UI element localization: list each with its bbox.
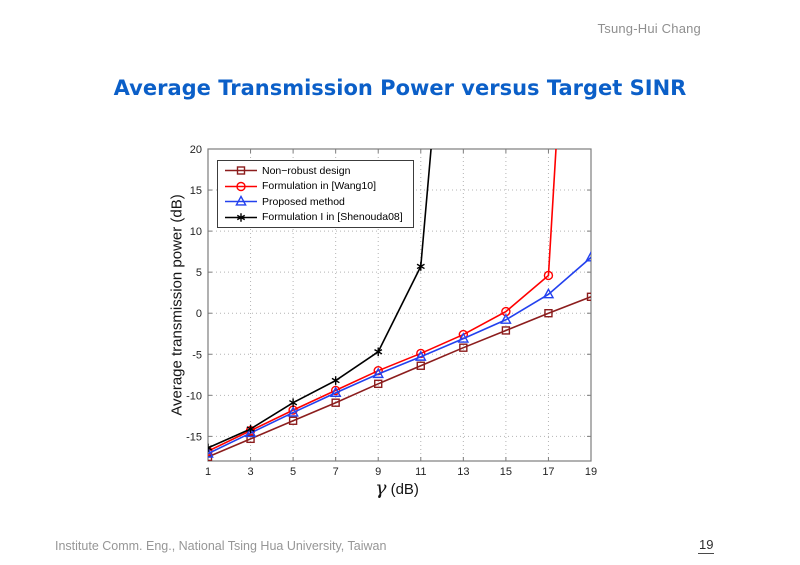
- svg-text:1: 1: [205, 466, 211, 478]
- x-axis-unit: (dB): [386, 481, 419, 498]
- legend-swatch-triangle-icon: [225, 195, 257, 206]
- svg-text:10: 10: [190, 226, 202, 238]
- svg-text:19: 19: [585, 466, 597, 478]
- footer-affiliation: Institute Comm. Eng., National Tsing Hua…: [55, 539, 387, 553]
- y-axis-label: Average transmission power (dB): [168, 194, 186, 416]
- footer-page-number: 19: [698, 537, 715, 554]
- legend-label-nonrobust: Non−robust design: [262, 164, 351, 177]
- legend-label-wang10: Formulation in [Wang10]: [262, 180, 376, 193]
- gamma-symbol: γ: [375, 477, 387, 499]
- svg-text:11: 11: [415, 466, 426, 478]
- svg-text:13: 13: [457, 466, 469, 478]
- svg-text:-15: -15: [186, 431, 202, 443]
- legend-swatch-square-icon: [225, 166, 257, 175]
- x-axis-label: γ (dB): [375, 477, 419, 499]
- legend-item-shenouda08: Formulation I in [Shenouda08]: [224, 210, 413, 225]
- svg-text:15: 15: [500, 466, 512, 478]
- svg-text:17: 17: [542, 466, 554, 478]
- svg-text:3: 3: [247, 466, 253, 478]
- svg-text:-10: -10: [186, 390, 202, 402]
- svg-text:15: 15: [190, 185, 202, 197]
- legend-item-wang10: Formulation in [Wang10]: [224, 179, 413, 194]
- svg-text:7: 7: [333, 466, 339, 478]
- legend-label-proposed: Proposed method: [262, 195, 345, 208]
- svg-text:5: 5: [290, 466, 296, 478]
- legend-label-shenouda08: Formulation I in [Shenouda08]: [262, 211, 403, 224]
- legend-swatch-star-icon: [225, 212, 257, 222]
- legend-item-nonrobust: Non−robust design: [224, 163, 413, 178]
- svg-text:20: 20: [190, 144, 202, 156]
- svg-text:0: 0: [196, 308, 202, 320]
- svg-text:9: 9: [375, 466, 381, 478]
- svg-text:-5: -5: [192, 349, 202, 361]
- page-title: Average Transmission Power versus Target…: [113, 76, 687, 100]
- legend-swatch-circle-icon: [225, 181, 257, 191]
- svg-text:5: 5: [196, 267, 202, 279]
- slide-author: Tsung-Hui Chang: [597, 21, 701, 36]
- legend-item-proposed: Proposed method: [224, 194, 413, 209]
- chart-legend: Non−robust design Formulation in [Wang10…: [217, 160, 414, 228]
